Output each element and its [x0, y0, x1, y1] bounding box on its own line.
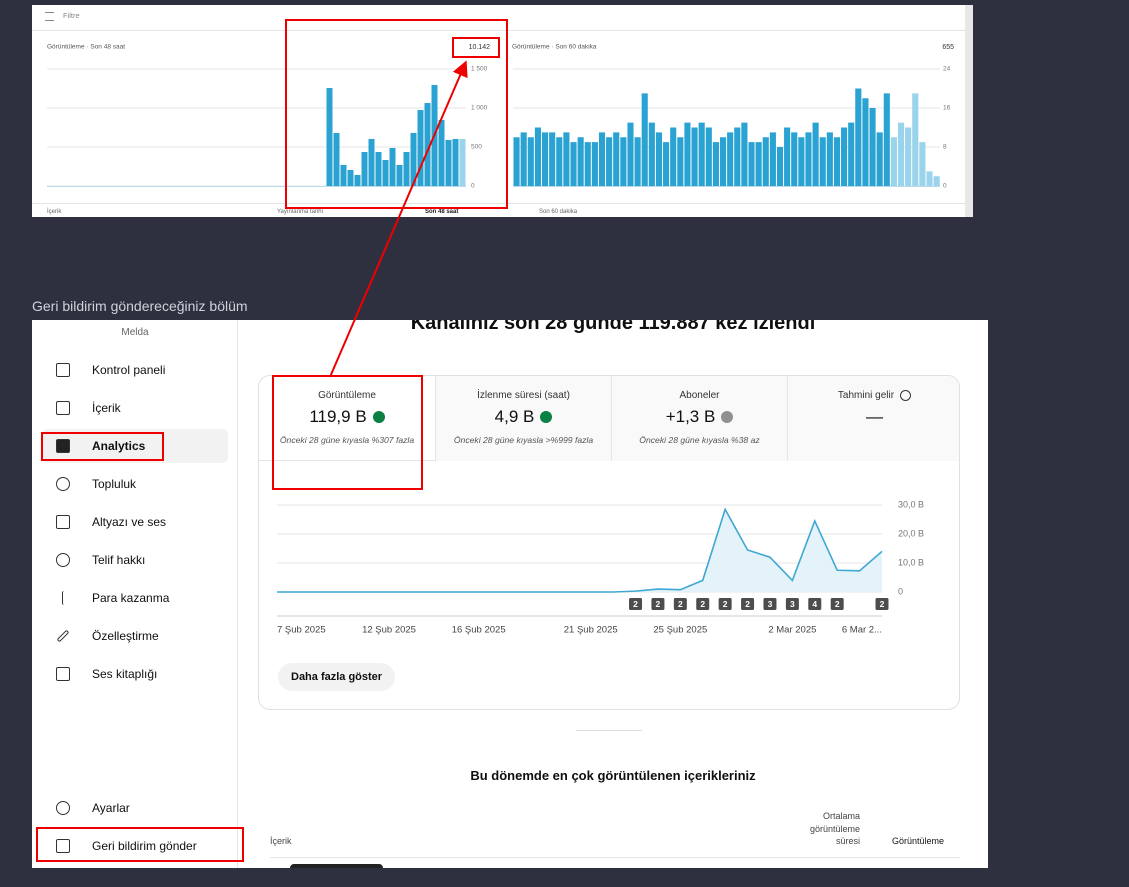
- filter[interactable]: Filtre: [63, 11, 80, 20]
- table-header[interactable]: Ortalama görüntüleme süresi: [809, 811, 860, 846]
- nav-item[interactable]: Özelleştirme: [42, 619, 228, 653]
- metric-value: 119,9 B: [309, 407, 367, 426]
- caption: Geri bildirim göndereceğiniz bölüm: [32, 298, 248, 314]
- metric-label: Görüntüleme: [318, 390, 376, 401]
- metric-tab[interactable]: İzlenme süresi (saat) 4,9 B Önceki 28 gü…: [435, 376, 611, 461]
- metric-tab[interactable]: Görüntüleme 119,9 B Önceki 28 güne kıyas…: [259, 376, 435, 461]
- metric-note: Önceki 28 güne kıyasla %307 fazla: [279, 435, 415, 445]
- column-header[interactable]: Son 60 dakika: [539, 209, 578, 215]
- metric-value: +1,3 B: [665, 407, 716, 426]
- divider: [576, 730, 642, 731]
- nav-label: Ayarlar: [92, 801, 130, 815]
- scrollbar[interactable]: [965, 5, 973, 217]
- nav-item[interactable]: Ayarlar: [42, 791, 228, 825]
- nav-label: Topluluk: [92, 477, 137, 491]
- thumbnail[interactable]: [290, 864, 383, 868]
- section-title: Bu dönemde en çok görüntülenen içerikler…: [470, 768, 756, 783]
- nav-label: Telif hakkı: [92, 553, 146, 567]
- nav-label: Altyazı ve ses: [92, 515, 167, 529]
- metric-label: Tahmini gelir: [837, 390, 895, 401]
- column-header[interactable]: Son 48 saat: [425, 209, 459, 215]
- metric-note: Önceki 28 güne kıyasla >%999 fazla: [453, 435, 594, 445]
- trend-down-icon: [721, 411, 734, 423]
- metric-note: Önceki 28 güne kıyasla %38 az: [639, 435, 760, 445]
- nav-label: Analytics: [92, 439, 146, 453]
- nav-item[interactable]: İçerik: [42, 391, 228, 425]
- nav-label: İçerik: [92, 401, 121, 415]
- trend-up-icon: [540, 411, 553, 423]
- page-title: Kanalınız son 28 günde 119.887 kez izlen…: [410, 320, 816, 334]
- sidebar: Melda Kontrol paneli İçerik Analytics To…: [32, 320, 238, 868]
- nav-item[interactable]: Ses kitaplığı: [42, 657, 228, 691]
- table-header: İçerik: [270, 836, 292, 846]
- nav-item[interactable]: Analytics: [42, 429, 228, 463]
- divider: [270, 857, 960, 858]
- nav-label: Kontrol paneli: [92, 363, 166, 377]
- column-header: İçerik: [47, 209, 62, 215]
- metric-label: İzlenme süresi (saat): [477, 390, 570, 401]
- metric-tab[interactable]: Tahmini gelir —: [787, 376, 959, 461]
- divider: [32, 203, 973, 204]
- nav-item[interactable]: Telif hakkı: [42, 543, 228, 577]
- nav-label: Ses kitaplığı: [92, 667, 158, 681]
- nav-item[interactable]: Altyazı ve ses: [42, 505, 228, 539]
- column-header: Yayınlanma tarihi: [277, 209, 323, 215]
- divider: [32, 30, 973, 31]
- realtime-panel: Filtre İçerik Yayınlanma tarihi Son 48 s…: [32, 5, 973, 217]
- metric-value: 4,9 B: [494, 407, 535, 426]
- metric-value: —: [866, 407, 883, 426]
- nav-label: Özelleştirme: [92, 629, 159, 643]
- trend-up-icon: [372, 411, 385, 423]
- nav-item[interactable]: Topluluk: [42, 467, 228, 501]
- table-header[interactable]: Görüntüleme: [892, 836, 945, 846]
- metric-tab[interactable]: Aboneler +1,3 B Önceki 28 güne kıyasla %…: [611, 376, 787, 461]
- studio-panel: Melda Kontrol paneli İçerik Analytics To…: [32, 320, 988, 868]
- metric-label: Aboneler: [679, 390, 720, 401]
- nav-item[interactable]: Para kazanma: [42, 581, 228, 615]
- nav-label: Para kazanma: [92, 591, 170, 605]
- filter-icon[interactable]: [45, 12, 54, 21]
- more-button[interactable]: Daha fazla göster: [278, 663, 396, 691]
- channel-name: Melda: [121, 327, 149, 338]
- nav-item[interactable]: Geri bildirim gönder: [42, 829, 228, 863]
- nav-label: Geri bildirim gönder: [92, 839, 197, 853]
- nav-item[interactable]: Kontrol paneli: [42, 353, 228, 387]
- overview-card: Görüntüleme 119,9 B Önceki 28 güne kıyas…: [258, 375, 960, 710]
- clock-icon: [900, 390, 912, 401]
